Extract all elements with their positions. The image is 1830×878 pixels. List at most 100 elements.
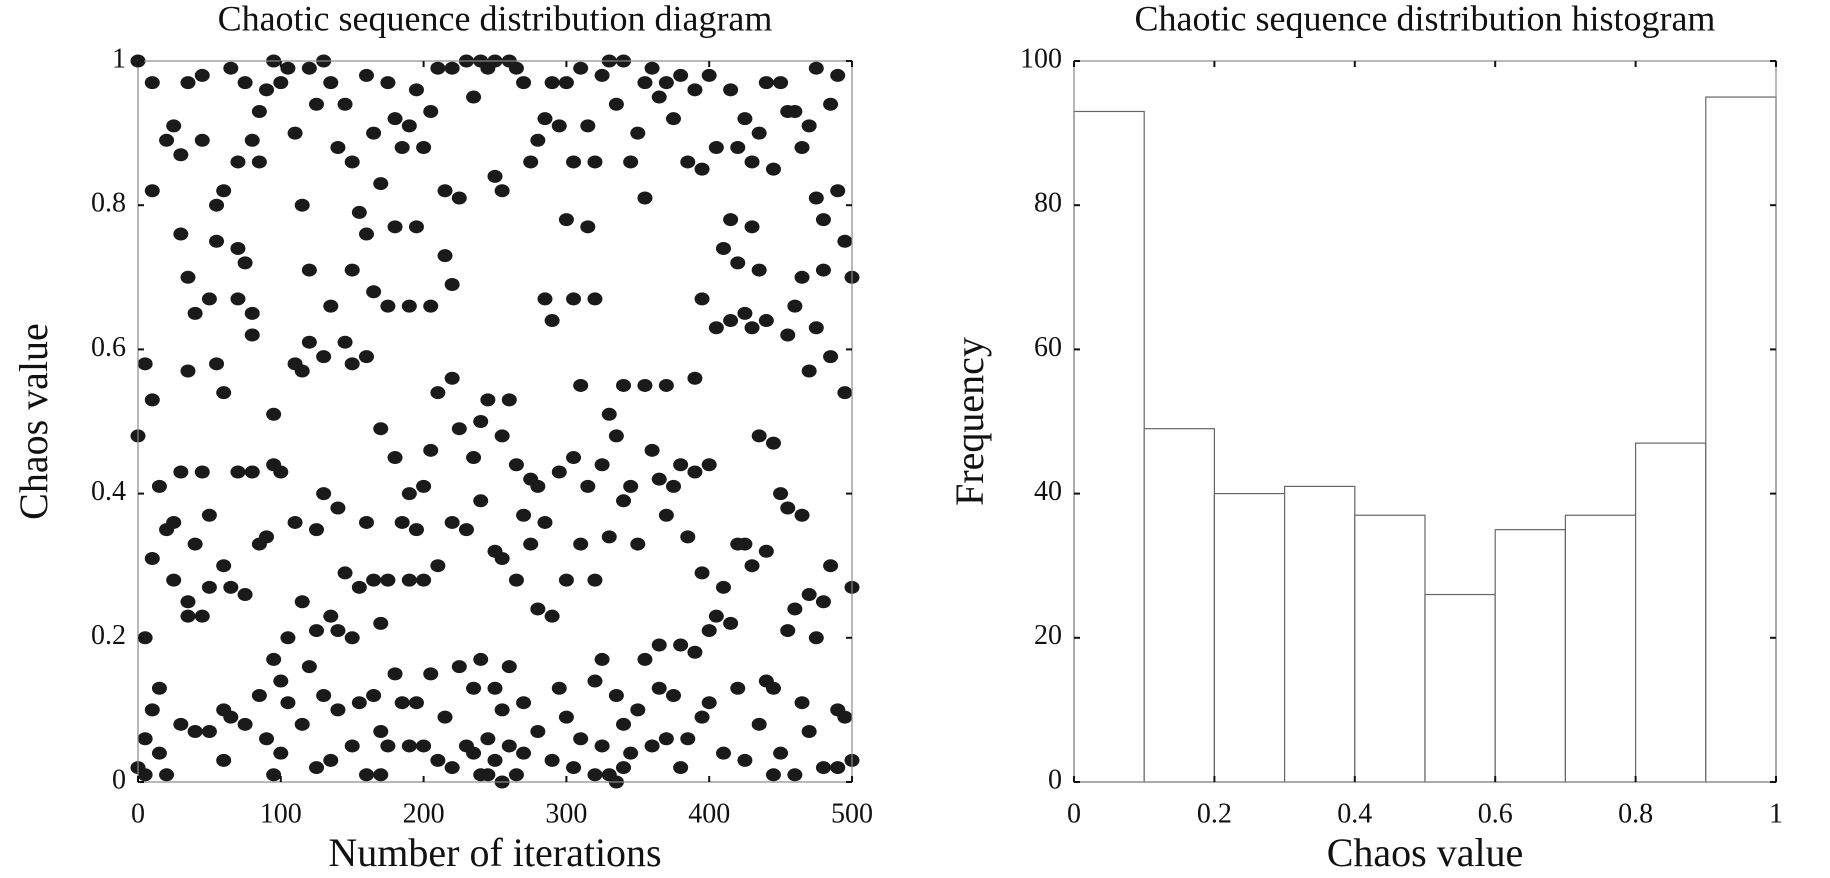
point	[230, 465, 246, 479]
point	[337, 97, 353, 111]
point	[380, 76, 396, 90]
point	[808, 61, 824, 75]
point	[330, 624, 346, 638]
point	[494, 551, 510, 565]
point	[587, 292, 603, 306]
point	[708, 321, 724, 335]
point	[358, 350, 374, 364]
point	[344, 631, 360, 645]
bar	[1143, 428, 1215, 783]
point	[201, 725, 217, 739]
point	[530, 725, 546, 739]
point	[630, 126, 646, 140]
point	[701, 696, 717, 710]
point	[837, 386, 853, 400]
point	[244, 133, 260, 147]
y-tick-label: 0.2	[91, 620, 126, 651]
point	[151, 746, 167, 760]
point	[151, 681, 167, 695]
point	[330, 141, 346, 155]
x-tick-label: 0.8	[1618, 798, 1653, 829]
point	[216, 753, 232, 767]
point	[551, 465, 567, 479]
point	[358, 768, 374, 782]
point	[337, 335, 353, 349]
point	[223, 580, 239, 594]
point	[787, 768, 803, 782]
point	[516, 76, 532, 90]
point	[408, 696, 424, 710]
point	[373, 177, 389, 191]
point	[623, 479, 639, 493]
x-tick-label: 100	[260, 798, 302, 829]
point	[401, 487, 417, 501]
point	[237, 256, 253, 270]
point	[530, 602, 546, 616]
point	[794, 508, 810, 522]
point	[444, 61, 460, 75]
point	[544, 609, 560, 623]
point	[644, 443, 660, 457]
bar	[1494, 529, 1566, 783]
point	[544, 753, 560, 767]
plot-frame	[1073, 60, 1777, 783]
point	[173, 227, 189, 241]
point	[144, 393, 160, 407]
point	[259, 530, 275, 544]
point	[487, 753, 503, 767]
chart-title: Chaotic sequence distribution histogram	[1135, 0, 1716, 38]
bar	[1424, 593, 1496, 783]
point	[216, 559, 232, 573]
point	[209, 357, 225, 371]
point	[516, 508, 532, 522]
point	[466, 746, 482, 760]
point	[694, 566, 710, 580]
y-tick-label: 60	[1034, 332, 1062, 363]
point	[137, 357, 153, 371]
point	[516, 746, 532, 760]
point	[787, 602, 803, 616]
point	[508, 458, 524, 472]
point	[251, 688, 267, 702]
point	[287, 515, 303, 529]
point	[266, 768, 282, 782]
point	[666, 688, 681, 702]
point	[380, 299, 396, 313]
point	[651, 638, 667, 652]
point	[737, 306, 753, 320]
point	[537, 112, 553, 126]
point	[715, 580, 731, 594]
point	[673, 638, 689, 652]
point	[508, 573, 524, 587]
point	[287, 126, 303, 140]
point	[473, 494, 489, 508]
point	[587, 155, 603, 169]
point	[601, 530, 617, 544]
point	[587, 573, 603, 587]
point	[773, 487, 789, 501]
point	[744, 220, 760, 234]
point	[501, 393, 517, 407]
point	[301, 263, 317, 277]
x-axis-label: Chaos value	[1327, 830, 1524, 875]
point	[501, 739, 517, 753]
point	[223, 710, 239, 724]
x-tick-label: 0.2	[1197, 798, 1232, 829]
point	[423, 667, 439, 681]
point	[537, 515, 553, 529]
point	[601, 407, 617, 421]
point	[244, 306, 260, 320]
point	[637, 76, 653, 90]
point	[230, 241, 246, 255]
point	[758, 76, 774, 90]
point	[765, 681, 781, 695]
y-tick-label: 40	[1034, 476, 1062, 507]
point	[416, 739, 432, 753]
point	[751, 263, 767, 277]
point	[730, 141, 746, 155]
point	[723, 213, 739, 227]
point	[437, 710, 453, 724]
point	[573, 61, 589, 75]
point	[787, 104, 803, 118]
